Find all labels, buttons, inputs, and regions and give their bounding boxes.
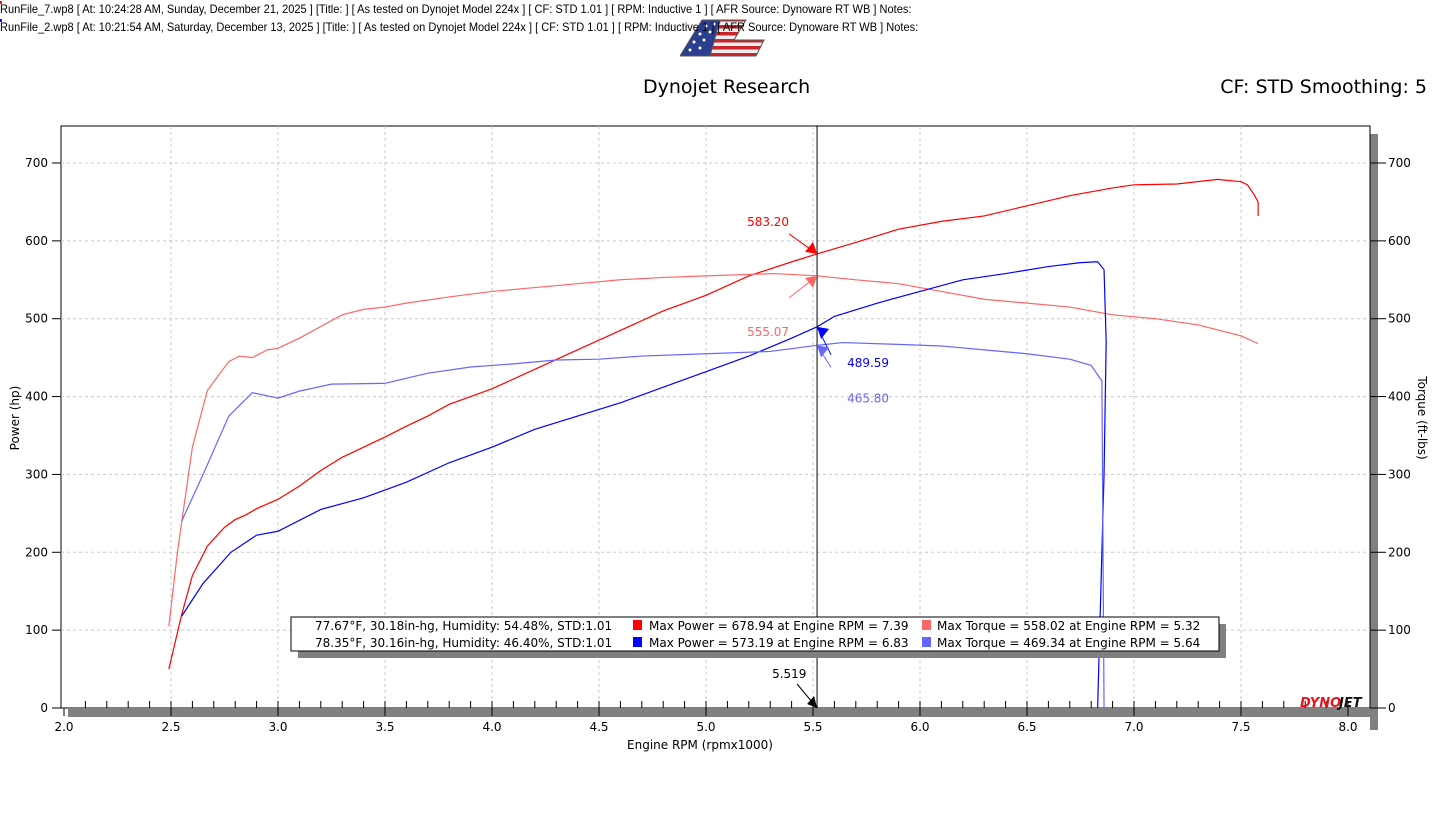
y-tick-label: 100 bbox=[25, 623, 48, 637]
run2-power-line bbox=[181, 261, 1107, 709]
legend-max-power: Max Power = 573.19 at Engine RPM = 6.83 bbox=[649, 636, 909, 650]
dynojet-logo: DYNO JET bbox=[1300, 696, 1363, 711]
chart-title: Dynojet Research bbox=[643, 76, 811, 98]
legend-box: 77.67°F, 30.18in-hg, Humidity: 54.48%, S… bbox=[290, 616, 1226, 658]
cursor-label: 5.519 bbox=[772, 667, 806, 681]
run-info-line: RunFile_2.wp8 [ At: 10:21:54 AM, Saturda… bbox=[0, 18, 1329, 36]
run-info-line: RunFile_7.wp8 [ At: 10:24:28 AM, Sunday,… bbox=[0, 0, 1329, 18]
run-color-marker bbox=[0, 1, 2, 4]
y2-tick-label: 200 bbox=[1388, 545, 1411, 559]
y2-tick-label: 400 bbox=[1388, 390, 1411, 404]
y-tick-label: 0 bbox=[40, 701, 48, 715]
y2-tick-label: 100 bbox=[1388, 623, 1411, 637]
run1-power-line bbox=[168, 178, 1259, 670]
value-annotation: 465.80 bbox=[847, 391, 889, 405]
x-tick-label: 6.5 bbox=[1017, 720, 1036, 734]
y2-tick-label: 0 bbox=[1388, 701, 1396, 715]
y-tick-label: 300 bbox=[25, 467, 48, 481]
legend-max-torque: Max Torque = 469.34 at Engine RPM = 5.64 bbox=[937, 636, 1200, 650]
y-axis-label: Power (hp) bbox=[8, 386, 22, 451]
plot-frame bbox=[60, 125, 1371, 709]
cf-smoothing-label: CF: STD Smoothing: 5 bbox=[1220, 76, 1427, 98]
annotation-arrow-head bbox=[805, 241, 818, 254]
run1-torque-line bbox=[168, 272, 1259, 627]
legend-power-swatch bbox=[633, 637, 642, 647]
x-tick-label: 2.5 bbox=[161, 720, 180, 734]
x-tick-label: 4.0 bbox=[482, 720, 501, 734]
value-annotation: 555.07 bbox=[747, 325, 789, 339]
plot-shadow-right bbox=[1370, 134, 1378, 730]
x-tick-label: 6.0 bbox=[910, 720, 929, 734]
run2-torque-line bbox=[181, 341, 1105, 709]
y2-tick-label: 500 bbox=[1388, 312, 1411, 326]
x-tick-label: 3.0 bbox=[268, 720, 287, 734]
x-tick-label: 5.0 bbox=[696, 720, 715, 734]
y-tick-label: 600 bbox=[25, 234, 48, 248]
run-info-text: RunFile_2.wp8 [ At: 10:21:54 AM, Saturda… bbox=[0, 20, 919, 34]
run-color-marker bbox=[0, 19, 2, 22]
legend-max-torque: Max Torque = 558.02 at Engine RPM = 5.32 bbox=[937, 619, 1200, 633]
legend-torque-swatch bbox=[922, 637, 931, 647]
legend-conditions: 78.35°F, 30.16in-hg, Humidity: 46.40%, S… bbox=[315, 636, 612, 650]
cursor-arrow-head bbox=[807, 696, 818, 708]
legend-torque-swatch bbox=[922, 620, 931, 630]
y-tick-label: 200 bbox=[25, 545, 48, 559]
y2-tick-label: 700 bbox=[1388, 156, 1411, 170]
dyno-chart: 2.0 2.5 3.0 3.5 4.0 4.5 5.0 5.5 6.0 6.5 7.0 7.5 8.0 0… bbox=[8, 125, 1429, 752]
legend-power-swatch bbox=[633, 620, 642, 630]
value-annotation: 489.59 bbox=[847, 356, 889, 370]
svg-text:JET: JET bbox=[1336, 696, 1363, 711]
run-info: RunFile_7.wp8 [ At: 10:24:28 AM, Sunday,… bbox=[0, 0, 1329, 36]
x-tick-label: 5.5 bbox=[803, 720, 822, 734]
legend-max-power: Max Power = 678.94 at Engine RPM = 7.39 bbox=[649, 619, 909, 633]
annotation-arrow-head bbox=[805, 275, 818, 288]
x-tick-label: 4.5 bbox=[589, 720, 608, 734]
legend-conditions: 77.67°F, 30.18in-hg, Humidity: 54.48%, S… bbox=[315, 619, 612, 633]
annotation-arrow-head bbox=[817, 326, 830, 339]
x-tick-label: 2.0 bbox=[54, 720, 73, 734]
y-tick-label: 700 bbox=[25, 156, 48, 170]
x-tick-label: 7.5 bbox=[1231, 720, 1250, 734]
y-tick-label: 400 bbox=[25, 390, 48, 404]
y2-axis-label: Torque (ft-lbs) bbox=[1415, 375, 1429, 459]
svg-text:DYNO: DYNO bbox=[1300, 696, 1341, 711]
y2-tick-label: 600 bbox=[1388, 234, 1411, 248]
x-axis-label: Engine RPM (rpmx1000) bbox=[627, 738, 773, 752]
run-info-text: RunFile_7.wp8 [ At: 10:24:28 AM, Sunday,… bbox=[0, 2, 912, 16]
adl-logo bbox=[680, 19, 765, 57]
value-annotation: 583.20 bbox=[747, 215, 789, 229]
annotation-arrow-head bbox=[817, 345, 830, 358]
x-tick-label: 8.0 bbox=[1338, 720, 1357, 734]
y2-tick-label: 300 bbox=[1388, 467, 1411, 481]
x-tick-label: 3.5 bbox=[375, 720, 394, 734]
x-tick-label: 7.0 bbox=[1124, 720, 1143, 734]
y-tick-label: 500 bbox=[25, 312, 48, 326]
plot-shadow-bottom bbox=[68, 709, 1378, 717]
